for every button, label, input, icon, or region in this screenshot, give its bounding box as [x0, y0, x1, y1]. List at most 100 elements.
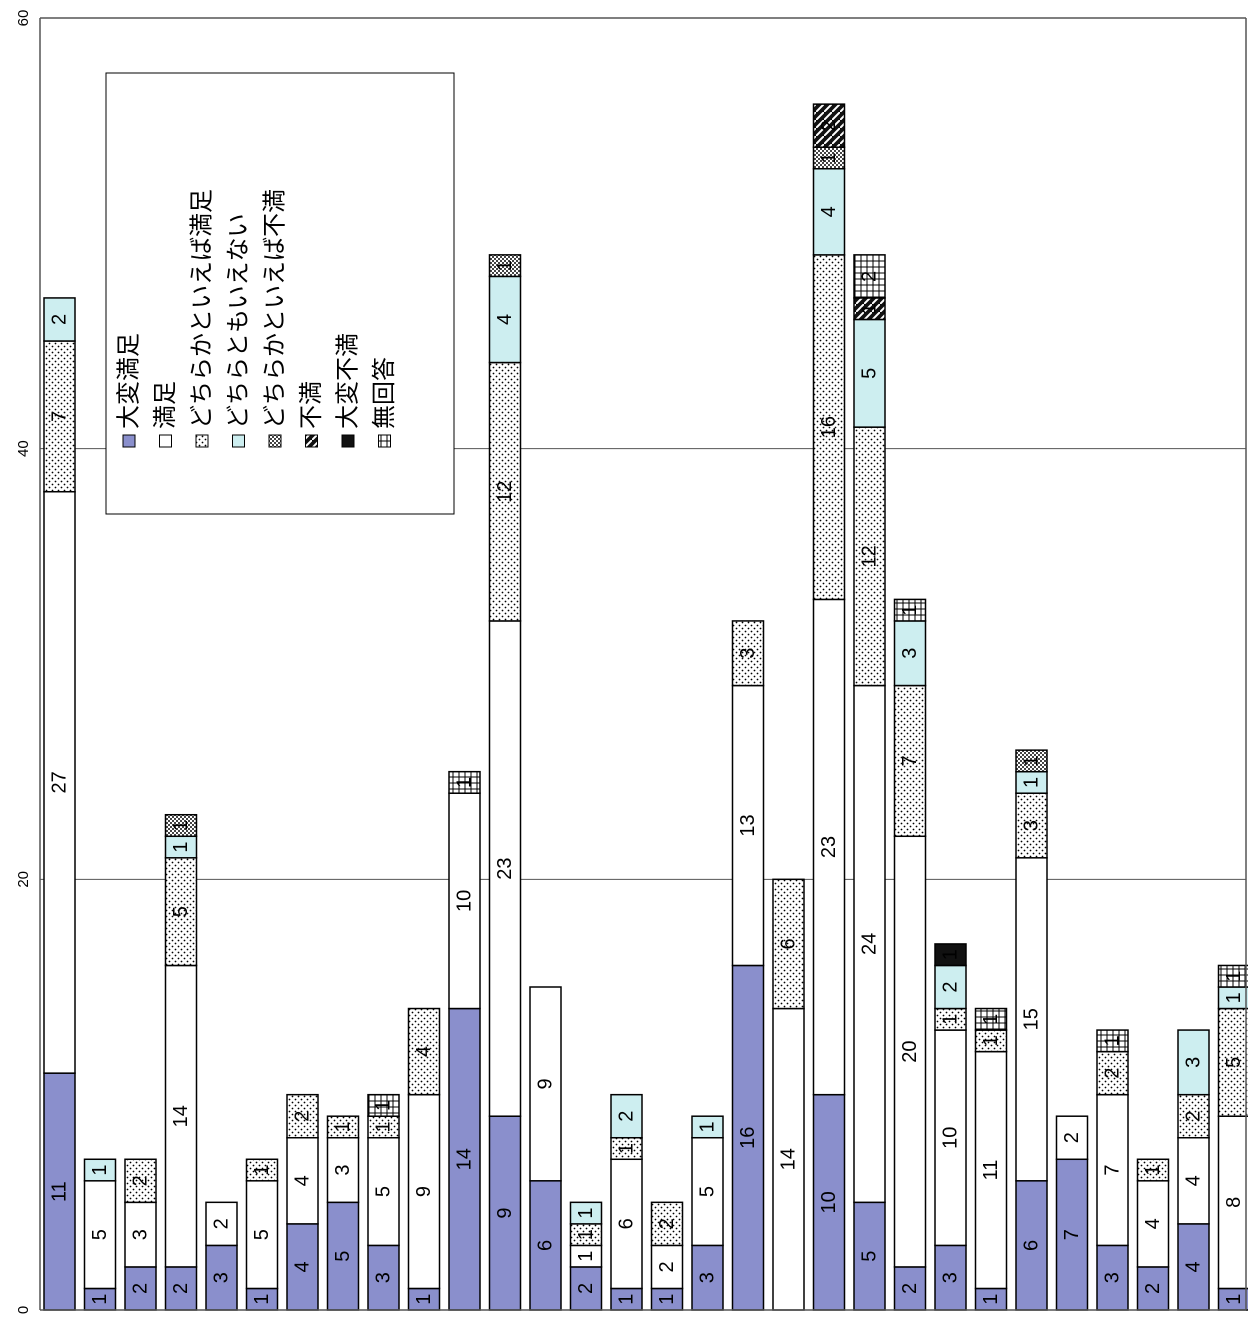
legend-label: 不満 [298, 381, 325, 429]
bar-segment [893, 835, 927, 1268]
bar-segment [1177, 1029, 1210, 1096]
data-label: 5 [1223, 1057, 1245, 1068]
data-label: 2 [1142, 1283, 1164, 1294]
data-label: 2 [1102, 1068, 1124, 1079]
data-label: 12 [494, 481, 516, 503]
data-label: 2 [1061, 1132, 1083, 1143]
legend: 大変満足 満足 どちらかといえば満足 どちらともいえない どちらかといえば不満 不満 大変不… [105, 72, 455, 515]
data-label: 4 [292, 1175, 314, 1186]
bar-segment [853, 684, 886, 1204]
data-label: 3 [940, 1272, 962, 1283]
bar-segment [1217, 964, 1248, 988]
data-label: 1 [454, 777, 476, 788]
data-label: 2 [292, 1111, 314, 1122]
bar-segment [286, 1093, 319, 1139]
bar-segment [488, 254, 522, 278]
data-label: 13 [737, 814, 759, 836]
data-label: 1 [980, 1294, 1002, 1305]
data-label: 16 [737, 1127, 759, 1149]
data-label: 1 [980, 1035, 1002, 1046]
bar-segment [650, 1201, 684, 1247]
data-label: 1 [332, 1121, 354, 1132]
data-label: 2 [656, 1261, 678, 1272]
data-label: 14 [778, 1148, 800, 1170]
bar-segment [164, 964, 198, 1268]
data-label: 5 [170, 906, 192, 917]
data-label: 1 [1223, 992, 1245, 1003]
bar-segment [488, 1115, 522, 1311]
data-label: 10 [940, 1127, 962, 1149]
bar-segment [488, 620, 522, 1117]
data-label: 2 [130, 1175, 152, 1186]
legend-swatch [122, 434, 136, 448]
legend-label: 満足 [152, 381, 179, 429]
data-label: 2 [616, 1111, 638, 1122]
bar-segment [43, 1072, 76, 1311]
data-label: 14 [170, 1105, 192, 1127]
bar-segment [853, 1201, 886, 1311]
bar-segment [1177, 1223, 1210, 1311]
data-label: 7 [1102, 1164, 1124, 1175]
data-label: 5 [89, 1229, 111, 1240]
data-label: 1 [251, 1294, 273, 1305]
data-label: 1 [859, 303, 881, 314]
bar-segment [1177, 1093, 1210, 1139]
legend-swatch [268, 434, 282, 448]
data-label: 1 [575, 1229, 597, 1240]
bar-segment [529, 1180, 562, 1311]
data-label: 2 [211, 1218, 233, 1229]
data-label: 1 [940, 949, 962, 960]
legend-swatch [305, 434, 318, 448]
data-label: 4 [818, 206, 840, 217]
bar-segment [326, 1136, 360, 1204]
legend-label: どちらかといえば不満 [262, 189, 289, 429]
bar-segment [731, 684, 765, 967]
bar-segment [1136, 1158, 1170, 1182]
data-label: 3 [697, 1272, 719, 1283]
data-label: 1 [1102, 1035, 1124, 1046]
data-label: 2 [49, 314, 71, 325]
bar-segment [893, 620, 927, 687]
bar-segment [407, 1007, 441, 1096]
legend-swatch [378, 434, 391, 448]
data-label: 9 [494, 1208, 516, 1219]
data-label: 12 [859, 545, 881, 567]
data-label: 1 [940, 1014, 962, 1025]
bar-segment [812, 167, 846, 256]
legend-label: 無回答 [371, 357, 398, 429]
bar-segment [893, 598, 927, 622]
data-label: 2 [130, 1283, 152, 1294]
data-label: 10 [818, 1191, 840, 1213]
data-label: 1 [251, 1164, 273, 1175]
bar-segment [205, 1244, 238, 1311]
data-label: 6 [616, 1218, 638, 1229]
data-label: 5 [373, 1186, 395, 1197]
bar-segment [893, 1266, 927, 1311]
bar-segment [853, 254, 886, 299]
data-label: 2 [575, 1283, 597, 1294]
legend-swatch [232, 434, 245, 448]
data-label: 1 [1021, 777, 1043, 788]
bar-segment [205, 1201, 238, 1247]
bar-segment [610, 1158, 643, 1290]
bar-segment [731, 964, 765, 1311]
y-tick-label: 20 [15, 871, 32, 888]
legend-swatch [195, 434, 209, 448]
y-tick-label: 40 [15, 440, 32, 457]
data-label: 1 [89, 1164, 111, 1175]
bar-segment [367, 1093, 400, 1117]
bar-segment [569, 1266, 603, 1311]
bar-segment [326, 1201, 360, 1311]
data-label: 27 [49, 771, 71, 793]
data-label: 2 [859, 271, 881, 282]
bar-segment [1136, 1180, 1170, 1268]
data-label: 5 [697, 1186, 719, 1197]
bar-segment [1096, 1029, 1129, 1053]
y-tick-label: 0 [15, 1306, 32, 1314]
data-label: 1 [656, 1294, 678, 1305]
bar-segment [650, 1244, 684, 1290]
data-label: 6 [778, 938, 800, 949]
bar-segment [488, 275, 522, 364]
data-label: 15 [1021, 1008, 1043, 1030]
bar-segment [124, 1201, 157, 1268]
